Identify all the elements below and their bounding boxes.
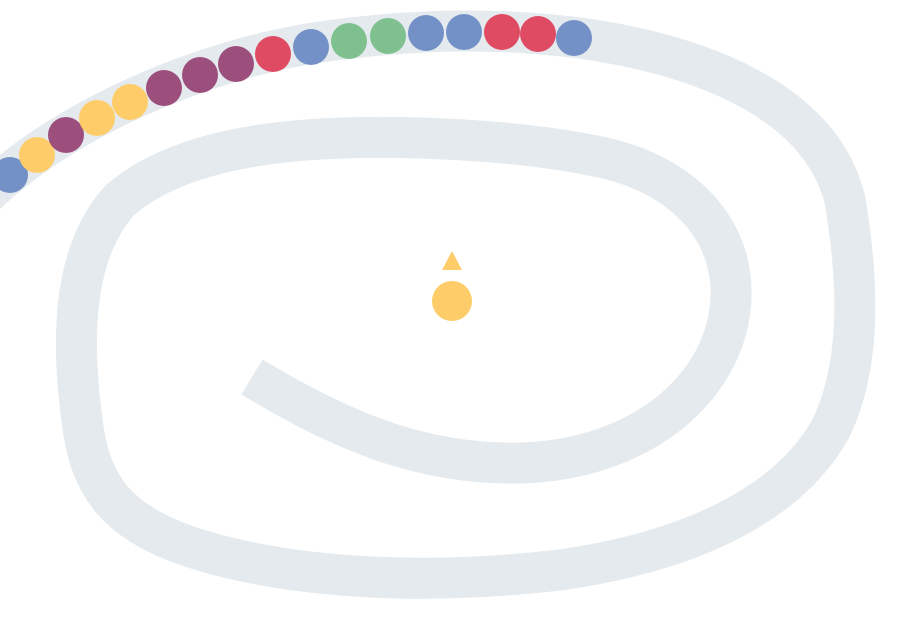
- marble-yellow: [19, 137, 55, 173]
- marble-red: [255, 36, 291, 72]
- marble-blue: [408, 15, 444, 51]
- marble-blue: [293, 29, 329, 65]
- marble-yellow: [112, 84, 148, 120]
- marble-blue: [0, 157, 28, 193]
- triangle-up-icon: [442, 251, 462, 270]
- marble-red: [484, 14, 520, 50]
- marble-blue: [556, 20, 592, 56]
- marble-red: [520, 16, 556, 52]
- marble-purple: [48, 117, 84, 153]
- marble-purple: [218, 46, 254, 82]
- marble-blue: [446, 14, 482, 50]
- marble-green: [331, 23, 367, 59]
- loaded-ball[interactable]: [432, 281, 472, 321]
- marble-green: [370, 18, 406, 54]
- marble-chain: [0, 14, 592, 193]
- marble-yellow: [79, 100, 115, 136]
- marble-purple: [146, 70, 182, 106]
- shooter[interactable]: [432, 251, 472, 321]
- marble-purple: [182, 57, 218, 93]
